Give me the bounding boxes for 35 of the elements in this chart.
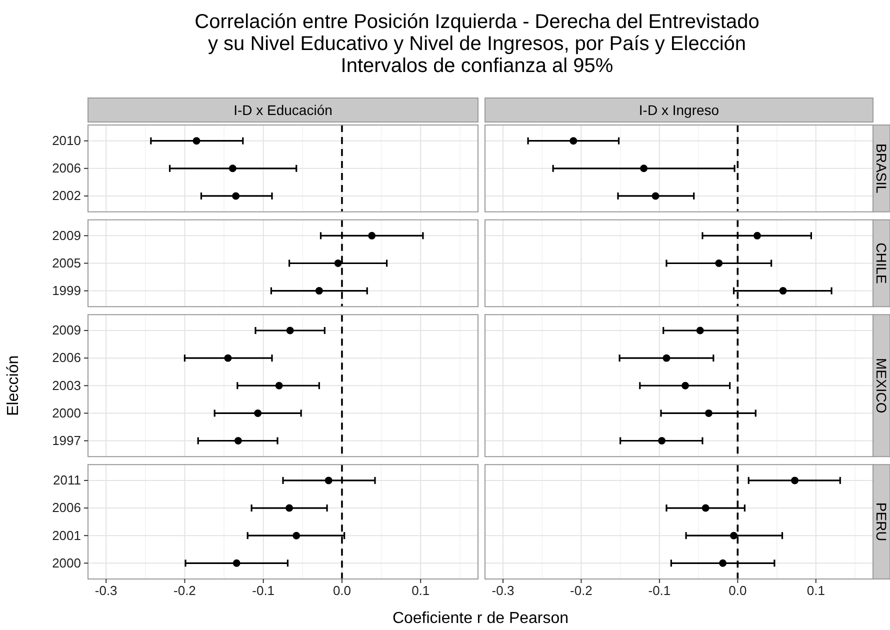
- x-tick-label: 0.1: [806, 583, 825, 598]
- y-tick-label: 2010: [52, 133, 81, 148]
- x-tick-label: -0.1: [648, 583, 671, 598]
- y-tick-label: 2006: [52, 160, 81, 176]
- y-tick-label: 1999: [52, 282, 81, 298]
- y-tick-label: 2009: [52, 322, 81, 338]
- x-tick-label: -0.1: [252, 583, 275, 598]
- y-tick-label: 2006: [52, 350, 81, 366]
- text: I-D x Educación: [234, 102, 332, 118]
- y-tick-label: 1997: [52, 432, 81, 448]
- x-tick-label: -0.2: [570, 583, 592, 598]
- y-axis-title: Elección: [5, 355, 22, 416]
- x-tick-label: 0.0: [728, 583, 747, 598]
- text: BRASIL: [874, 144, 890, 194]
- text: PERU: [874, 502, 890, 542]
- chart-subtitle: Intervalos de confianza al 95%: [340, 55, 614, 77]
- x-axis-title: Coeficiente r de Pearson: [392, 610, 569, 627]
- y-tick-label: 2011: [53, 472, 81, 488]
- y-tick-label: 2002: [52, 188, 81, 204]
- y-tick-label: 2009: [52, 228, 81, 243]
- text: CHILE: [874, 242, 890, 284]
- x-tick-label: -0.3: [492, 583, 514, 598]
- text: I-D x Ingreso: [638, 102, 720, 118]
- y-tick-label: 2000: [52, 405, 81, 420]
- chart-title: Correlación entre Posición Izquierda - Derecha del Entrevistado y su Nivel Educativo y Nivel de Ingresos, por País y Elección: [194, 11, 760, 55]
- y-tick-label: 2001: [52, 528, 81, 543]
- x-tick-label: -0.2: [174, 583, 196, 598]
- x-tick-label: -0.3: [94, 583, 118, 598]
- y-tick-label: 2006: [52, 500, 81, 516]
- y-tick-label: 2000: [52, 555, 81, 570]
- x-tick-label: 0.0: [332, 583, 352, 598]
- y-tick-label: 2003: [52, 378, 81, 393]
- text: MEXICO: [874, 358, 890, 414]
- y-tick-label: 2005: [52, 255, 81, 270]
- x-tick-label: 0.1: [412, 583, 430, 598]
